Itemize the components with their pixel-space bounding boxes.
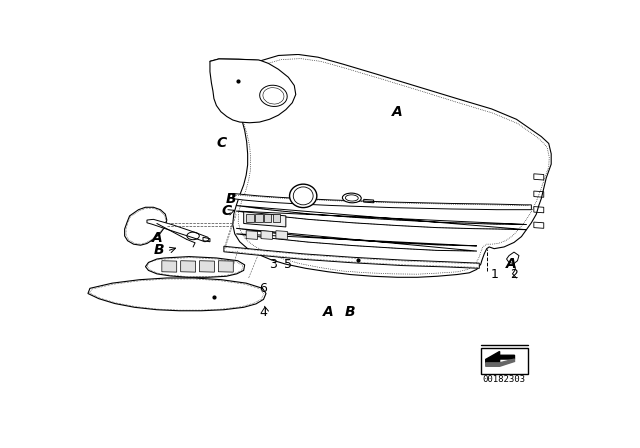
Text: A: A <box>506 257 517 271</box>
Text: 6: 6 <box>260 282 268 295</box>
Polygon shape <box>162 261 177 272</box>
Polygon shape <box>210 59 296 123</box>
Text: 5: 5 <box>284 258 292 271</box>
Polygon shape <box>276 231 287 239</box>
Polygon shape <box>236 228 477 251</box>
Polygon shape <box>481 348 528 374</box>
Polygon shape <box>125 207 167 245</box>
Text: A: A <box>152 231 163 246</box>
Polygon shape <box>246 214 253 222</box>
Text: 4: 4 <box>260 306 268 319</box>
Text: 2: 2 <box>510 268 518 281</box>
Polygon shape <box>200 261 214 272</box>
Text: B: B <box>154 243 164 258</box>
Polygon shape <box>145 257 244 277</box>
Polygon shape <box>255 214 262 222</box>
Polygon shape <box>180 261 196 272</box>
Polygon shape <box>224 246 479 268</box>
Polygon shape <box>210 55 551 277</box>
Polygon shape <box>486 359 515 366</box>
Polygon shape <box>244 212 286 227</box>
Polygon shape <box>261 231 273 239</box>
Text: A: A <box>323 306 333 319</box>
Text: A: A <box>392 105 403 120</box>
Polygon shape <box>218 261 233 272</box>
Text: 00182303: 00182303 <box>483 375 525 384</box>
Text: 1: 1 <box>490 268 498 281</box>
Polygon shape <box>486 352 515 363</box>
Polygon shape <box>273 214 280 222</box>
Polygon shape <box>236 206 527 230</box>
Text: C: C <box>216 137 227 151</box>
Ellipse shape <box>289 184 317 207</box>
Polygon shape <box>147 220 209 242</box>
Polygon shape <box>246 231 257 239</box>
Text: C: C <box>221 204 232 218</box>
Text: 3: 3 <box>269 258 277 271</box>
Text: B: B <box>345 306 356 319</box>
Text: B: B <box>226 192 237 206</box>
Ellipse shape <box>342 193 361 203</box>
Polygon shape <box>233 194 531 210</box>
Polygon shape <box>264 214 271 222</box>
Polygon shape <box>88 278 266 311</box>
